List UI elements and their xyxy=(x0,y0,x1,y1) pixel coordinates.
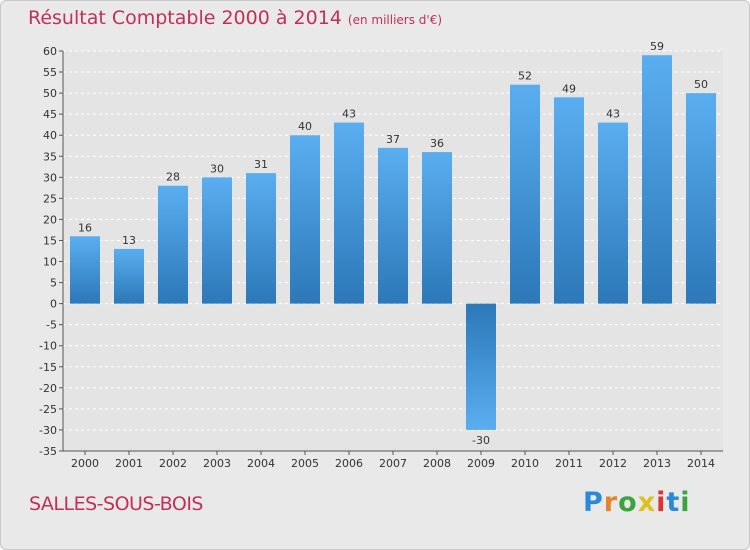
bar-2003 xyxy=(202,177,232,304)
bar-2014 xyxy=(686,93,716,304)
y-tick-label: -10 xyxy=(39,340,57,353)
x-tick-label: 2014 xyxy=(687,457,715,470)
data-label: 52 xyxy=(518,70,532,83)
y-tick-label: -35 xyxy=(39,445,57,458)
bar-2007 xyxy=(378,147,408,304)
logo-letter: x xyxy=(637,487,657,518)
x-tick-label: 2000 xyxy=(71,457,99,470)
x-tick-label: 2001 xyxy=(115,457,143,470)
y-tick-label: 40 xyxy=(43,129,57,142)
bar-2000 xyxy=(70,236,100,304)
x-tick-label: 2002 xyxy=(159,457,187,470)
data-label: 43 xyxy=(342,108,356,121)
y-tick-label: -5 xyxy=(46,319,57,332)
bar-2002 xyxy=(158,185,188,304)
data-label: -30 xyxy=(472,434,490,447)
data-label: 16 xyxy=(78,221,92,234)
y-tick-label: 35 xyxy=(43,150,57,163)
x-tick-label: 2003 xyxy=(203,457,231,470)
x-tick-label: 2008 xyxy=(423,457,451,470)
data-label: 31 xyxy=(254,158,268,171)
y-tick-label: 25 xyxy=(43,192,57,205)
y-tick-label: 0 xyxy=(50,298,57,311)
bar-2013 xyxy=(642,55,672,304)
y-tick-label: 20 xyxy=(43,213,57,226)
x-tick-label: 2013 xyxy=(643,457,671,470)
y-tick-label: 60 xyxy=(43,45,57,58)
logo-letter: t xyxy=(666,487,681,518)
chart-title: Résultat Comptable 2000 à 2014 (en millie… xyxy=(28,7,442,29)
logo-letter: r xyxy=(603,487,619,518)
bar-2011 xyxy=(554,97,584,304)
x-tick-label: 2006 xyxy=(335,457,363,470)
bar-2009 xyxy=(466,303,496,430)
x-tick-label: 2005 xyxy=(291,457,319,470)
y-tick-label: -25 xyxy=(39,403,57,416)
logo-letter: o xyxy=(618,487,638,518)
bar-2004 xyxy=(246,173,276,304)
x-tick-label: 2010 xyxy=(511,457,539,470)
data-label: 36 xyxy=(430,137,444,150)
x-tick-label: 2007 xyxy=(379,457,407,470)
logo-letter: i xyxy=(656,487,667,518)
logo-letter: P xyxy=(583,487,604,518)
y-tick-label: 55 xyxy=(43,66,57,79)
data-label: 43 xyxy=(606,108,620,121)
bar-2001 xyxy=(114,248,144,304)
bar-2010 xyxy=(510,84,540,304)
bar-2005 xyxy=(290,135,320,304)
y-tick-label: 5 xyxy=(50,277,57,290)
bar-2012 xyxy=(598,122,628,304)
y-tick-label: 15 xyxy=(43,234,57,247)
y-tick-label: -15 xyxy=(39,361,57,374)
y-tick-label: 50 xyxy=(43,87,57,100)
data-label: 49 xyxy=(562,82,576,95)
y-tick-label: 30 xyxy=(43,171,57,184)
data-label: 13 xyxy=(122,234,136,247)
bar-2008 xyxy=(422,152,452,304)
bar-2006 xyxy=(334,122,364,304)
x-tick-label: 2004 xyxy=(247,457,275,470)
proxiti-logo: Proxiti xyxy=(583,487,691,518)
data-label: 50 xyxy=(694,78,708,91)
y-tick-label: 10 xyxy=(43,256,57,269)
data-label: 30 xyxy=(210,162,224,175)
title-text: Résultat Comptable 2000 à 2014 xyxy=(28,7,342,29)
data-label: 59 xyxy=(650,40,664,53)
unit-note: (en milliers d'€) xyxy=(347,13,443,27)
x-tick-label: 2012 xyxy=(599,457,627,470)
logo-letter: i xyxy=(680,487,691,518)
data-label: 28 xyxy=(166,171,180,184)
commune-name: SALLES-SOUS-BOIS xyxy=(29,493,203,515)
x-tick-label: 2009 xyxy=(467,457,495,470)
data-label: 40 xyxy=(298,120,312,133)
x-tick-label: 2011 xyxy=(555,457,583,470)
y-tick-label: -20 xyxy=(39,382,57,395)
y-tick-label: 45 xyxy=(43,108,57,121)
data-label: 37 xyxy=(386,133,400,146)
y-tick-label: -30 xyxy=(39,424,57,437)
